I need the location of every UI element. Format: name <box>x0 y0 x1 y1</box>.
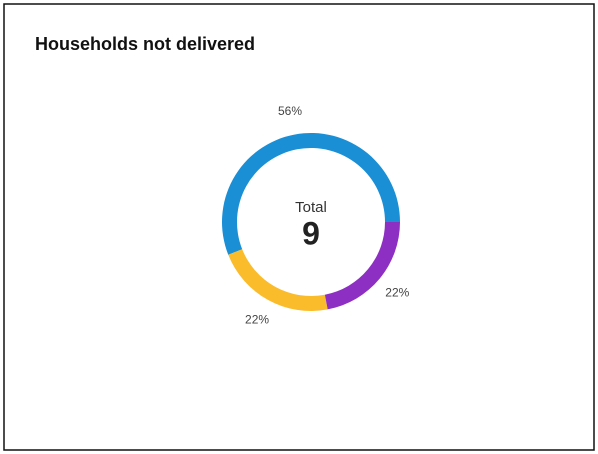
donut-segment <box>324 222 400 310</box>
data-label: 22% <box>385 286 409 300</box>
center-label: Total <box>295 199 327 216</box>
donut-segment <box>228 249 328 311</box>
center-value: 9 <box>302 215 320 251</box>
data-label: 56% <box>278 104 302 118</box>
card <box>3 3 595 451</box>
data-label: 22% <box>245 312 269 326</box>
donut-segment <box>222 133 400 255</box>
chart-title: Households not delivered <box>35 34 255 54</box>
